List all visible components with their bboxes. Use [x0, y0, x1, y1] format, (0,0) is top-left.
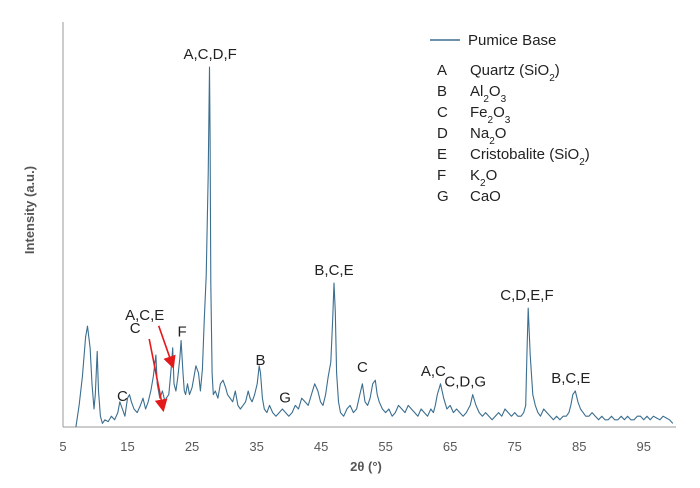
- peak-label: C: [357, 359, 368, 376]
- legend-key: D: [437, 125, 448, 142]
- peak-label: C,D,E,F: [500, 287, 553, 304]
- legend-key: G: [437, 188, 449, 205]
- legend-entries: A Quartz (SiO2) B Al2O3 C Fe2O3 D Na2O E Cristoba…: [437, 62, 590, 205]
- legend-compound: K2O: [470, 167, 497, 189]
- peak-label: B,C,E: [551, 370, 590, 387]
- legend-compound: Fe2O3: [470, 104, 511, 126]
- legend-compound: Al2O3: [470, 83, 507, 105]
- peak-label: C: [117, 388, 128, 405]
- peak-label: F: [177, 324, 186, 341]
- x-tick-label: 55: [378, 439, 392, 454]
- legend-key: C: [437, 104, 448, 121]
- annotation-arrow: [157, 325, 176, 369]
- peak-labels: A,C,D,FB,C,EC,D,E,FFA,C,ECB C A,CC,D,GGCB,…: [117, 46, 590, 407]
- legend-compound: Cristobalite (SiO2): [470, 146, 590, 168]
- x-tick-label: 45: [314, 439, 328, 454]
- peak-label: A,C,E: [125, 307, 164, 324]
- x-tick-label: 65: [443, 439, 457, 454]
- legend-compound: Quartz (SiO2): [470, 62, 560, 84]
- legend-series-label: Pumice Base: [468, 32, 556, 49]
- peak-label: A,C: [421, 363, 446, 380]
- x-tick-label: 35: [249, 439, 263, 454]
- peak-label: C,D,G: [444, 374, 486, 391]
- legend-key: F: [437, 167, 446, 184]
- legend-key: A: [437, 62, 447, 79]
- x-tick-label: 15: [120, 439, 134, 454]
- x-tick-label: 25: [185, 439, 199, 454]
- x-tick-label: 95: [637, 439, 651, 454]
- legend-compound: Na2O: [470, 125, 506, 147]
- peak-label: G: [279, 390, 291, 407]
- x-axis-title: 2θ (°): [350, 459, 382, 474]
- peak-label: B: [255, 352, 265, 369]
- y-axis-title: Intensity (a.u.): [22, 166, 37, 254]
- peak-label: C: [130, 320, 141, 337]
- x-tick-label: 5: [59, 439, 66, 454]
- x-tick-label: 75: [507, 439, 521, 454]
- peak-label: A,C,D,F: [183, 46, 236, 63]
- series-line-pumice-base: [75, 66, 674, 428]
- x-tick-label: 85: [572, 439, 586, 454]
- legend-key: B: [437, 83, 447, 100]
- legend-compound: CaO: [470, 188, 501, 205]
- x-tick-labels: 5 15 25 35 45 55 65 75 85 95: [59, 439, 651, 454]
- legend-key: E: [437, 146, 447, 163]
- peak-label: B,C,E: [314, 262, 353, 279]
- legend: Pumice Base A Quartz (SiO2) B Al2O3 C Fe2O3 D N…: [430, 32, 590, 205]
- annotation-arrows: [148, 325, 176, 413]
- annotation-arrow: [148, 338, 168, 413]
